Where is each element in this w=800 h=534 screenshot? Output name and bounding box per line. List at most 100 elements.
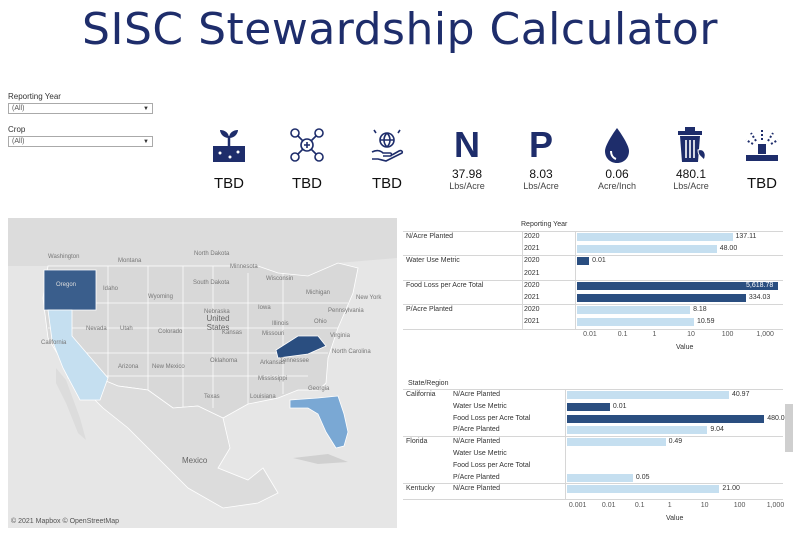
bar[interactable] bbox=[577, 306, 691, 315]
x-tick-label: 0.001 bbox=[568, 502, 587, 509]
map-label: Missouri bbox=[262, 331, 285, 337]
metric-label: N/Acre Planted bbox=[453, 485, 501, 493]
x-tick-label: 0.1 bbox=[617, 331, 628, 338]
map-credit: © 2021 Mapbox © OpenStreetMap bbox=[11, 518, 119, 525]
map-canvas[interactable] bbox=[8, 218, 397, 528]
map-label: North Dakota bbox=[194, 251, 230, 257]
state-kentucky[interactable] bbox=[275, 335, 327, 359]
kpi-phosphorus: P 8.03 Lbs/Acre bbox=[506, 124, 576, 192]
map-label: Arkansas bbox=[260, 360, 286, 366]
bar[interactable] bbox=[567, 438, 666, 447]
chart-column-header: State/Region bbox=[408, 380, 449, 387]
metric-label: P/Acre Planted bbox=[453, 473, 500, 481]
kpi-irrigation: TBD bbox=[727, 125, 797, 192]
x-tick-label: 1,000 bbox=[756, 331, 774, 338]
bar[interactable] bbox=[567, 426, 708, 435]
scrollbar[interactable] bbox=[785, 404, 793, 452]
map-label: Pennsylvania bbox=[328, 308, 364, 314]
x-tick-label: 10 bbox=[700, 502, 709, 509]
chart-axis-label: Value bbox=[676, 344, 694, 351]
metric-label: Water Use Metric bbox=[453, 402, 507, 410]
reporting-year-select[interactable]: (All) ▼ bbox=[8, 103, 153, 114]
kpi-value: TBD bbox=[214, 175, 244, 192]
metric-label: Water Use Metric bbox=[453, 450, 507, 457]
state-california[interactable] bbox=[47, 309, 109, 401]
kpi-unit: Acre/Inch bbox=[597, 181, 637, 191]
bar[interactable] bbox=[577, 281, 778, 290]
state-label: Kentucky bbox=[406, 485, 435, 493]
bar[interactable] bbox=[567, 391, 729, 399]
filter-label: Crop bbox=[8, 125, 26, 134]
data-label: 40.97 bbox=[731, 391, 750, 398]
map-label: Wisconsin bbox=[266, 276, 294, 282]
map-label-country: United States bbox=[206, 314, 230, 332]
map-label: South Dakota bbox=[193, 280, 230, 286]
select-value: (All) bbox=[12, 138, 25, 145]
network-nodes-icon bbox=[272, 125, 342, 165]
data-label: 5,618.78 bbox=[746, 281, 774, 289]
data-label: 48.00 bbox=[719, 245, 738, 253]
data-label: 9.04 bbox=[710, 426, 724, 434]
map-label: Arizona bbox=[118, 364, 139, 370]
hand-globe-icon bbox=[352, 125, 422, 165]
crop-filter[interactable]: Crop (All) ▼ bbox=[8, 125, 153, 147]
map-label: Kansas bbox=[222, 330, 243, 336]
kpi-value: 8.03 bbox=[529, 167, 553, 181]
bar[interactable] bbox=[567, 473, 633, 482]
data-label: 0.05 bbox=[635, 473, 650, 481]
map-label-country: Mexico bbox=[182, 456, 208, 465]
kpi-soil: TBD bbox=[194, 125, 264, 192]
dropdown-arrow-icon[interactable]: ▼ bbox=[143, 105, 149, 112]
state-oregon[interactable] bbox=[43, 269, 97, 311]
map-label: New York bbox=[356, 295, 382, 301]
bar[interactable] bbox=[567, 485, 720, 494]
map-label: Illinois bbox=[272, 321, 289, 327]
map-label: Nebraska bbox=[204, 309, 230, 315]
dropdown-arrow-icon[interactable]: ▼ bbox=[143, 138, 149, 145]
select-value: (All) bbox=[12, 105, 25, 112]
year-label: 2021 bbox=[524, 269, 540, 277]
state-florida[interactable] bbox=[289, 395, 349, 449]
x-tick-label: 10 bbox=[687, 331, 695, 338]
data-label: 334.03 bbox=[748, 294, 771, 301]
map-label: Mississippi bbox=[258, 376, 288, 382]
map-label: Nevada bbox=[86, 326, 107, 332]
reporting-year-filter[interactable]: Reporting Year (All) ▼ bbox=[8, 92, 153, 114]
kpi-unit: Lbs/Acre bbox=[523, 181, 559, 191]
x-tick-label: 100 bbox=[733, 502, 746, 509]
bar[interactable] bbox=[567, 414, 765, 423]
filter-label: Reporting Year bbox=[8, 92, 61, 101]
metric-label: N/Acre Planted bbox=[453, 391, 501, 398]
map-label: Texas bbox=[204, 394, 220, 400]
metric-label: N/Acre Planted bbox=[406, 233, 454, 240]
bar[interactable] bbox=[577, 257, 590, 266]
data-label: 10.59 bbox=[696, 318, 715, 326]
map-label: Virginia bbox=[330, 333, 350, 339]
kpi-community: TBD bbox=[352, 125, 422, 192]
map-label: Wyoming bbox=[148, 294, 173, 300]
us-map[interactable]: Washington North Dakota Montana Minnesot… bbox=[8, 218, 397, 528]
bar[interactable] bbox=[577, 318, 694, 327]
metric-label: Food Loss per Acre Total bbox=[406, 281, 484, 289]
map-label: Michigan bbox=[306, 290, 331, 296]
metric-label: N/Acre Planted bbox=[453, 438, 501, 446]
phosphorus-letter: P bbox=[528, 124, 553, 165]
metric-label: Food Loss per Acre Total bbox=[453, 461, 531, 469]
bar[interactable] bbox=[577, 245, 717, 254]
x-tick-label: 1 bbox=[667, 502, 672, 509]
map-label: North Carolina bbox=[332, 349, 371, 355]
kpi-value: TBD bbox=[292, 175, 322, 192]
kpi-network: TBD bbox=[272, 125, 342, 192]
bar[interactable] bbox=[577, 294, 746, 302]
bar[interactable] bbox=[577, 233, 733, 241]
x-tick-label: 0.01 bbox=[601, 502, 616, 509]
crop-select[interactable]: (All) ▼ bbox=[8, 136, 153, 147]
bar[interactable] bbox=[567, 402, 610, 411]
map-label: Oklahoma bbox=[210, 358, 238, 364]
seedling-soil-icon bbox=[194, 125, 264, 165]
water-drop-icon bbox=[582, 125, 652, 165]
page-title: SISC Stewardship Calculator bbox=[82, 4, 718, 55]
trash-bin-icon bbox=[656, 125, 726, 165]
kpi-value: TBD bbox=[747, 175, 777, 192]
metric-label: Food Loss per Acre Total bbox=[453, 414, 531, 422]
